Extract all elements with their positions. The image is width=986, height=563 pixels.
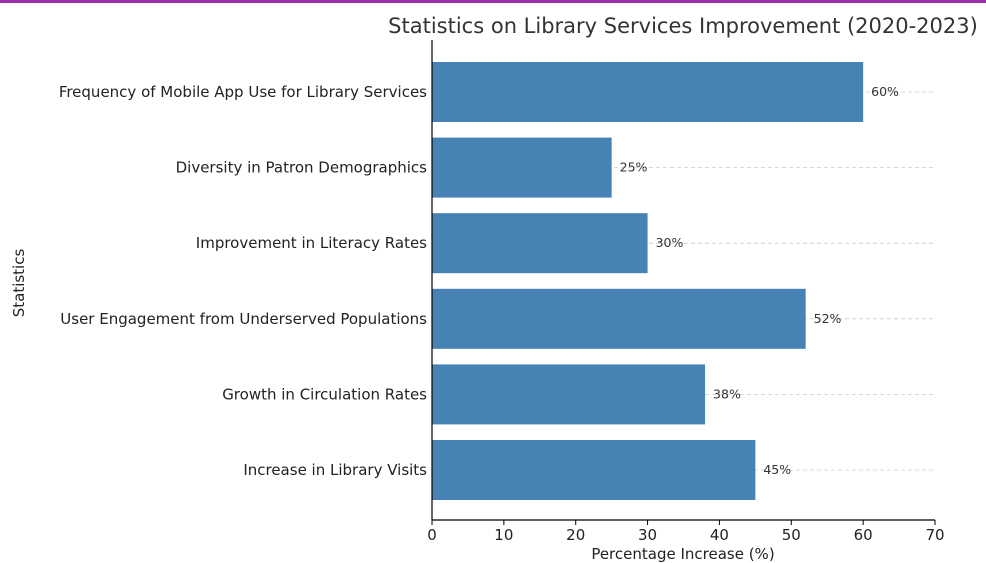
- bar: [432, 137, 612, 198]
- bars: [432, 62, 864, 500]
- category-label: Improvement in Literacy Rates: [196, 234, 427, 252]
- value-label: 45%: [763, 462, 791, 477]
- x-axis-title: Percentage Increase (%): [591, 545, 774, 563]
- value-label: 30%: [656, 235, 684, 250]
- value-label: 52%: [814, 311, 842, 326]
- x-tick-label: 70: [925, 526, 944, 544]
- value-label: 60%: [871, 84, 899, 99]
- axes: [431, 40, 935, 521]
- bar: [432, 364, 706, 425]
- x-tick-label: 50: [782, 526, 801, 544]
- category-label: Diversity in Patron Demographics: [176, 159, 428, 177]
- value-label: 25%: [620, 160, 648, 175]
- value-labels: 60% 25% 30% 52% 38% 45%: [620, 84, 899, 477]
- x-tick-label: 40: [710, 526, 729, 544]
- category-label: Frequency of Mobile App Use for Library …: [59, 83, 427, 101]
- category-labels: Frequency of Mobile App Use for Library …: [59, 83, 427, 479]
- category-label: User Engagement from Underserved Populat…: [60, 310, 427, 328]
- value-label: 38%: [713, 386, 741, 401]
- x-ticks: 0 10 20 30 40 50 60 70: [427, 520, 945, 544]
- x-tick-label: 10: [494, 526, 513, 544]
- x-tick-label: 60: [854, 526, 873, 544]
- x-tick-label: 30: [638, 526, 657, 544]
- y-axis-title: Statistics: [10, 249, 28, 318]
- bar: [432, 288, 806, 349]
- chart-title: Statistics on Library Services Improveme…: [388, 14, 978, 38]
- bar: [432, 62, 864, 122]
- x-tick-label: 20: [566, 526, 585, 544]
- x-tick-label: 0: [427, 526, 437, 544]
- top-accent-rule: [0, 0, 986, 3]
- bar: [432, 440, 756, 500]
- category-label: Increase in Library Visits: [243, 461, 427, 479]
- bar: [432, 213, 648, 274]
- category-label: Growth in Circulation Rates: [222, 385, 427, 403]
